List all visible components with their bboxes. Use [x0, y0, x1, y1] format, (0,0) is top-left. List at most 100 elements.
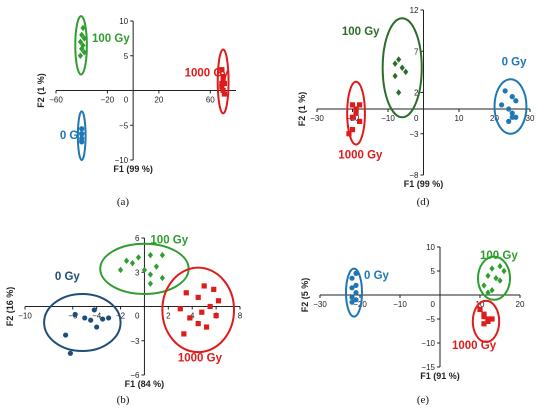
panel-a: −60 −20 20 60 10 5 −5 −10 0 F1 (99 %) F2 (1 %) 100 … [36, 15, 236, 208]
group-0-gy: 0 Gy [43, 271, 122, 356]
group-100-gy: 100 Gy [74, 15, 130, 76]
group-1000-gy: 1000 Gy [452, 299, 501, 352]
confidence-ellipse [216, 48, 230, 115]
x-tick-label: 30 [526, 114, 535, 123]
group-label: 0 Gy [60, 130, 86, 142]
data-point [82, 315, 88, 321]
data-point [349, 102, 356, 108]
data-point [489, 316, 495, 322]
x-tick-label: 20 [154, 96, 163, 105]
data-point [117, 266, 124, 274]
data-point [220, 77, 226, 83]
data-point [493, 275, 499, 282]
data-point [220, 74, 226, 80]
data-point [481, 321, 487, 327]
data-point [509, 110, 515, 116]
data-point [499, 102, 505, 108]
data-point [195, 294, 201, 300]
group-100-gy: 100 Gy [342, 17, 423, 119]
data-point [346, 131, 352, 137]
group-1000-gy: 1000 Gy [161, 266, 236, 364]
y-tick-label: −10 [421, 339, 435, 348]
data-point [353, 106, 359, 112]
group-1000-gy: 1000 Gy [185, 48, 230, 115]
data-point [349, 285, 355, 291]
data-point [80, 42, 86, 49]
data-point [509, 114, 515, 120]
y-tick-label: −5 [426, 315, 436, 324]
group-label: 1000 Gy [178, 352, 223, 364]
y-tick-label: 10 [426, 243, 435, 252]
data-point [207, 303, 213, 310]
data-point [129, 259, 136, 267]
data-point [81, 35, 87, 42]
group-label: 100 Gy [480, 250, 518, 262]
group-1000-gy: 1000 Gy [338, 80, 383, 162]
data-point [219, 80, 225, 87]
y-tick-label: 3 [135, 268, 140, 277]
data-point [203, 324, 210, 330]
panel-caption: (b) [117, 394, 130, 406]
data-point [353, 270, 359, 276]
data-point [513, 98, 519, 104]
x-tick-label: 60 [206, 96, 215, 105]
y-axis-label: F2 (1 %) [297, 92, 307, 127]
y-axis-label: F2 (5 %) [300, 278, 310, 313]
data-point [211, 286, 217, 292]
y-tick-label: −10 [115, 156, 129, 165]
data-point [403, 68, 409, 76]
data-point [147, 271, 154, 278]
x-axis-label: F1 (91 %) [420, 371, 460, 381]
origin-tick-label: 0 [414, 114, 419, 123]
confidence-ellipse [477, 255, 511, 301]
x-tick-label: −10 [393, 300, 407, 309]
y-tick-label: 10 [119, 17, 128, 26]
data-point [135, 254, 142, 261]
data-point [349, 127, 356, 133]
data-point [221, 91, 228, 97]
data-point [485, 289, 491, 296]
data-point [147, 280, 154, 287]
data-point [80, 24, 86, 32]
y-axis-label: F2 (16 %) [5, 287, 15, 327]
data-point [72, 311, 78, 318]
data-point [506, 106, 512, 112]
data-point [123, 257, 130, 265]
data-point [187, 315, 193, 321]
confidence-ellipse [346, 80, 366, 146]
x-tick-label: −4 [92, 312, 102, 321]
x-axis-label: F1 (84 %) [125, 379, 165, 389]
data-point [353, 110, 359, 116]
x-tick-label: −2 [116, 312, 126, 321]
data-point [215, 298, 222, 304]
data-point [477, 306, 483, 312]
data-point [63, 332, 69, 338]
data-point [349, 294, 355, 300]
origin-tick-label: 0 [124, 96, 129, 105]
confidence-ellipse [345, 267, 363, 318]
group-100-gy: 100 Gy [477, 250, 518, 301]
x-tick-label: −60 [49, 96, 63, 105]
y-axis-label: F2 (1 %) [36, 73, 46, 108]
data-point [91, 307, 97, 313]
data-point [159, 251, 165, 259]
data-point [159, 274, 165, 282]
group-label: 100 Gy [150, 235, 188, 247]
group-label: 1000 Gy [338, 150, 383, 162]
data-point [349, 275, 355, 281]
y-tick-label: 6 [135, 234, 140, 243]
y-tick-label: 5 [431, 267, 436, 276]
data-point [100, 316, 106, 322]
data-point [353, 290, 359, 296]
data-point [497, 263, 503, 270]
data-point [88, 317, 94, 323]
panel-caption: (d) [417, 196, 430, 208]
data-point [357, 102, 363, 108]
y-tick-label: −3 [409, 130, 419, 139]
x-tick-label: −10 [18, 312, 32, 321]
group-label: 1000 Gy [185, 68, 230, 80]
